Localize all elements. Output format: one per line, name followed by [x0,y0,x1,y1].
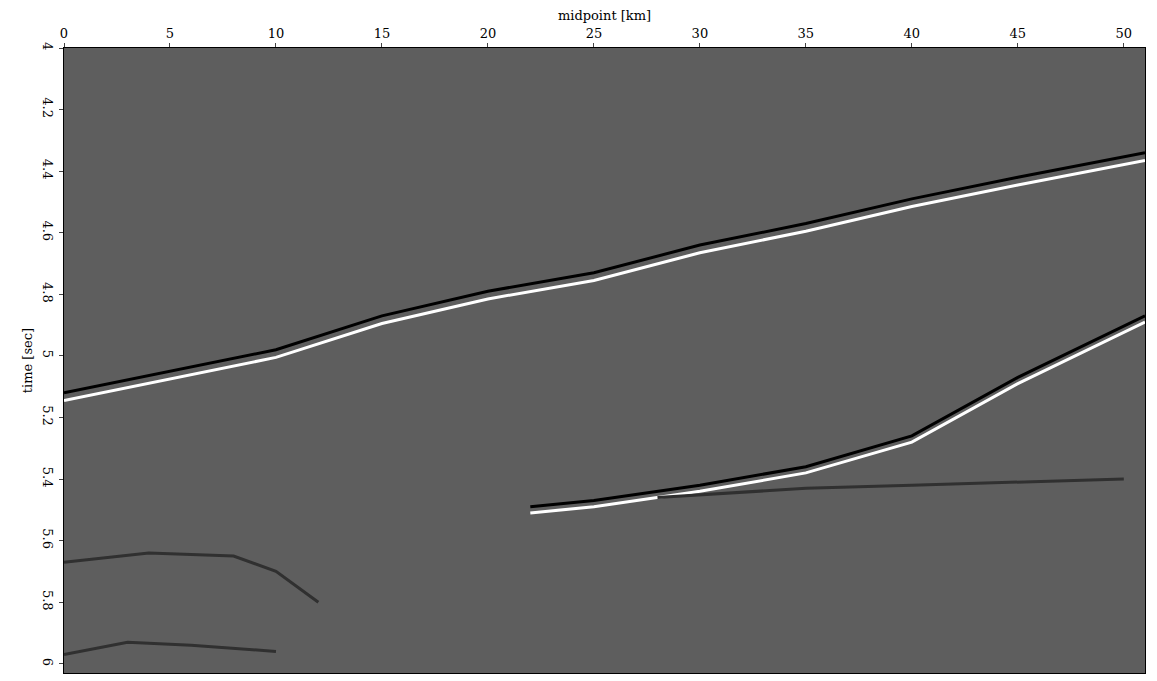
svg-text:4.2: 4.2 [40,97,55,118]
svg-text:10: 10 [268,26,285,41]
svg-text:45: 45 [1010,26,1027,41]
svg-text:5: 5 [166,26,174,41]
svg-text:4: 4 [40,42,55,50]
svg-text:20: 20 [480,26,497,41]
svg-text:35: 35 [798,26,815,41]
svg-text:4.4: 4.4 [40,159,55,180]
svg-text:5.6: 5.6 [40,528,55,549]
svg-text:4.8: 4.8 [40,282,55,303]
svg-text:5.8: 5.8 [40,590,55,611]
svg-text:40: 40 [904,26,921,41]
svg-text:50: 50 [1116,26,1133,41]
svg-text:6: 6 [40,658,55,666]
svg-text:5.4: 5.4 [40,467,55,488]
svg-text:15: 15 [374,26,391,41]
svg-text:4.6: 4.6 [40,220,55,241]
svg-text:30: 30 [692,26,709,41]
svg-text:5: 5 [40,350,55,358]
svg-text:0: 0 [60,26,68,41]
svg-text:5.2: 5.2 [40,405,55,426]
svg-text:midpoint [km]: midpoint [km] [558,8,651,23]
svg-text:time [sec]: time [sec] [20,328,35,393]
svg-text:25: 25 [586,26,603,41]
